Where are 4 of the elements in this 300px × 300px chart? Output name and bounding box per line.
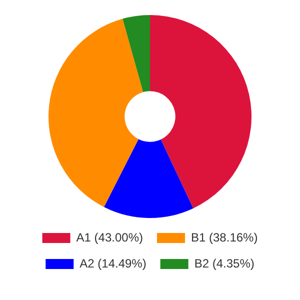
legend-label: A2 (14.49%) [80, 256, 146, 270]
legend-label: B1 (38.16%) [191, 230, 258, 244]
legend-label: B2 (4.35%) [194, 256, 254, 270]
legend-label: A1 (43.00%) [76, 230, 144, 244]
